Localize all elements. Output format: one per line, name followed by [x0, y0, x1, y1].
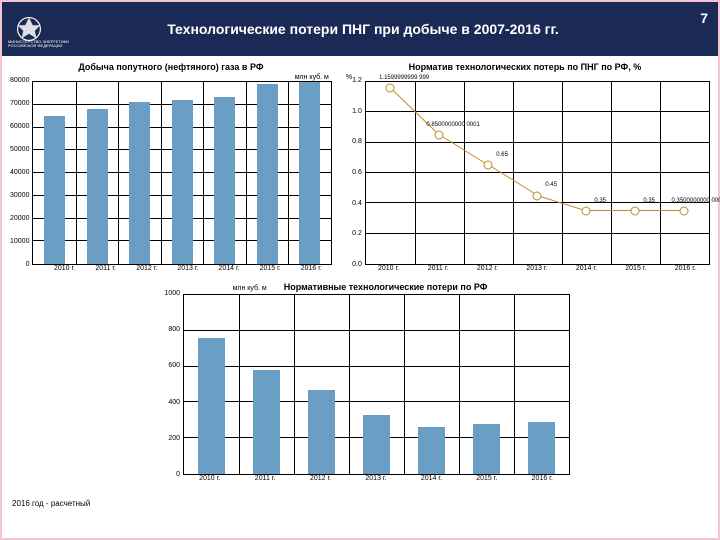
- chart-production: Добыча попутного (нефтяного) газа в РФ м…: [10, 62, 332, 272]
- chart3-y-axis: 10008006004002000: [150, 294, 183, 475]
- bar: [528, 422, 556, 474]
- bar: [418, 427, 446, 474]
- data-label: 0.3500000000 0002: [672, 198, 720, 204]
- chart1-y-unit: млн куб. м: [10, 74, 332, 81]
- bar: [299, 82, 320, 264]
- header: МИНИСТЕРСТВО ЭНЕРГЕТИКИ РОССИЙСКОЙ ФЕДЕР…: [2, 2, 718, 56]
- bar: [129, 102, 150, 264]
- bar: [44, 116, 65, 264]
- data-point: [533, 191, 542, 200]
- bar: [198, 338, 226, 474]
- bar: [172, 100, 193, 264]
- bar: [257, 84, 278, 264]
- footer-note: 2016 год - расчетный: [12, 499, 90, 508]
- chart1-x-axis: 2010 г.2011 г.2012 г.2013 г.2014 г.2015 …: [10, 265, 332, 272]
- data-label: 0.35: [643, 198, 655, 204]
- bar: [363, 415, 391, 474]
- page-title: Технологические потери ПНГ при добыче в …: [48, 21, 718, 37]
- bar: [87, 109, 108, 264]
- chart3-y-unit: млн куб. м: [233, 285, 270, 292]
- bar: [253, 370, 281, 474]
- data-point: [631, 206, 640, 215]
- data-point: [680, 206, 689, 215]
- chart2-y-axis: 1.21.00.80.60.40.20.0: [340, 81, 365, 265]
- chart3-x-axis: 2010 г.2011 г.2012 г.2013 г.2014 г.2015 …: [150, 475, 570, 482]
- data-label: 0.8500000000 0001: [426, 122, 479, 128]
- data-point: [484, 161, 493, 170]
- chart1-plot: [32, 81, 331, 265]
- data-point: [582, 206, 591, 215]
- page-number: 7: [700, 10, 708, 26]
- chart-norm-percent: Норматив технологических потерь по ПНГ п…: [340, 62, 710, 272]
- chart3-plot: [183, 294, 570, 475]
- chart2-x-axis: 2010 г.2011 г.2012 г.2013 г.2014 г.2015 …: [340, 265, 710, 272]
- data-label: 0.35: [594, 198, 606, 204]
- chart1-title: Добыча попутного (нефтяного) газа в РФ: [10, 62, 332, 72]
- chart-norm-volume: млн куб. м Нормативные технологические п…: [150, 282, 570, 482]
- chart2-plot: 1.1599999999 9990.8500000000 00010.650.4…: [365, 81, 710, 265]
- chart3-title: Нормативные технологические потери по РФ: [284, 282, 488, 292]
- data-label: 1.1599999999 999: [379, 75, 429, 81]
- chart1-y-axis: 8000070000600005000040000300002000010000…: [10, 81, 32, 265]
- bar: [473, 424, 501, 474]
- data-label: 0.65: [496, 152, 508, 158]
- data-point: [386, 84, 395, 93]
- bar: [214, 97, 235, 264]
- content: Добыча попутного (нефтяного) газа в РФ м…: [2, 56, 718, 538]
- data-label: 0.45: [545, 182, 557, 188]
- chart2-title: Норматив технологических потерь по ПНГ п…: [340, 62, 710, 72]
- data-point: [435, 131, 444, 140]
- ministry-label: МИНИСТЕРСТВО ЭНЕРГЕТИКИ РОССИЙСКОЙ ФЕДЕР…: [8, 40, 69, 49]
- page: МИНИСТЕРСТВО ЭНЕРГЕТИКИ РОССИЙСКОЙ ФЕДЕР…: [0, 0, 720, 540]
- bar: [308, 390, 336, 474]
